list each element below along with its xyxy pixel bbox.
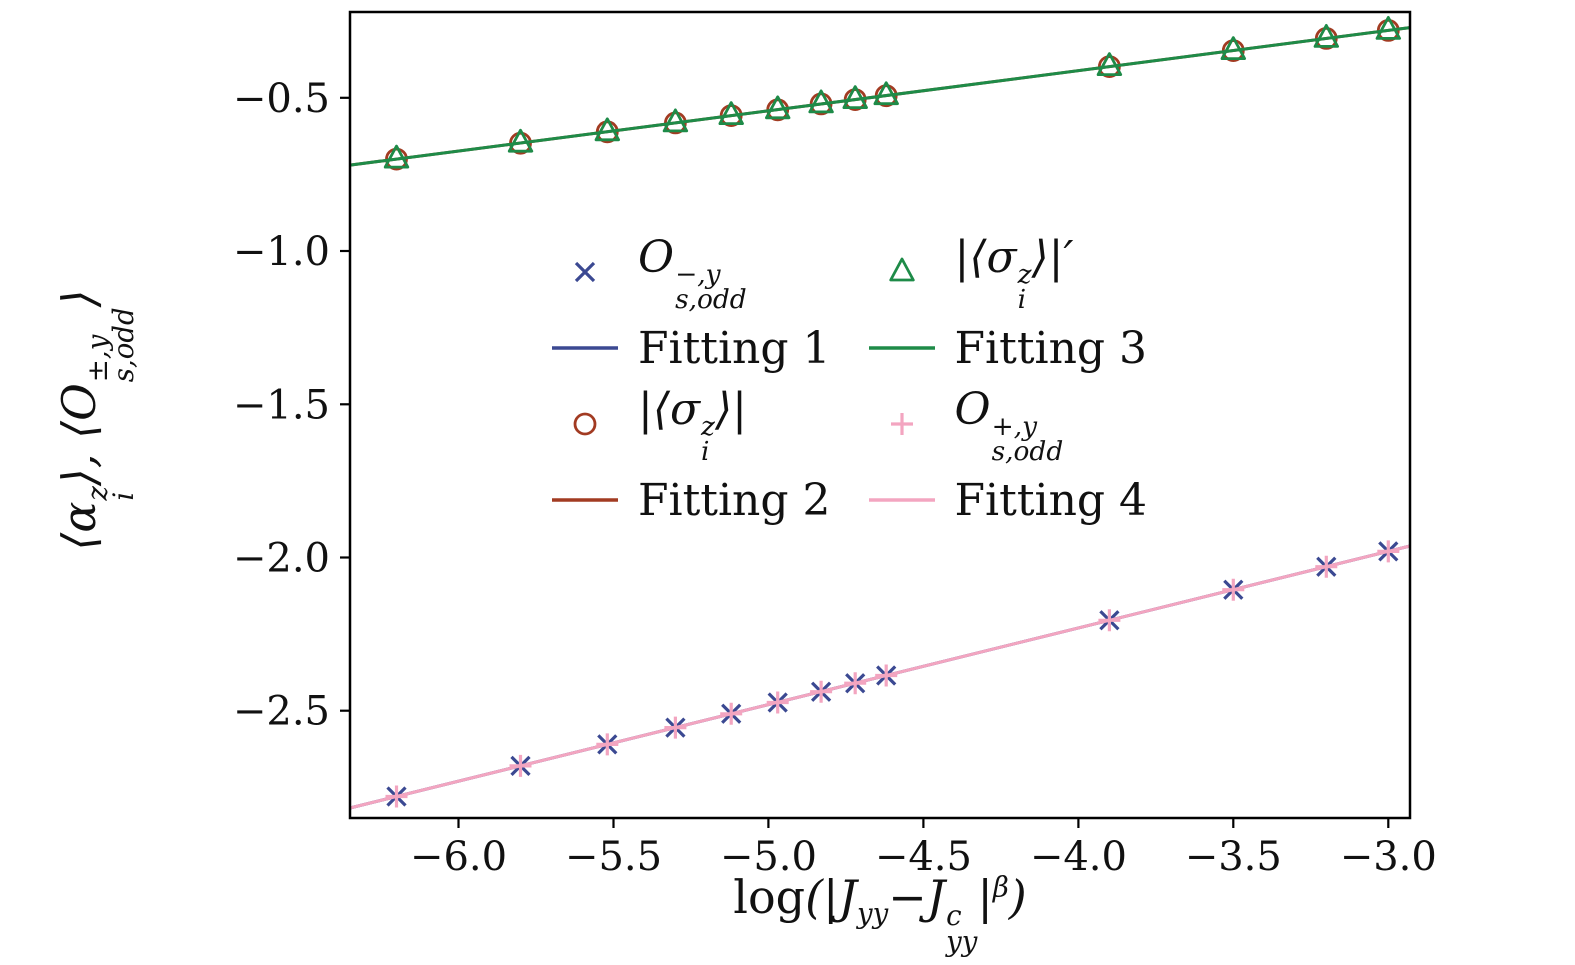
legend-item: Fitting 3 — [865, 316, 1148, 380]
series-4 — [383, 15, 1401, 169]
y-tick-label: −2.5 — [233, 689, 330, 735]
legend-circle-icon — [548, 402, 622, 446]
legend-item: O +,y s,odd — [865, 384, 1148, 465]
marker-triangle — [1220, 36, 1246, 60]
legend-item: Fitting 2 — [548, 468, 831, 532]
legend-plus-icon — [865, 402, 939, 446]
legend-item: |⟨σ z i ⟩|′ — [865, 232, 1148, 313]
legend-item: O −,y s,odd — [548, 232, 831, 313]
marker-triangle — [842, 85, 868, 109]
y-tick-label: −1.0 — [233, 229, 330, 275]
x-tick-label: −3.0 — [1340, 834, 1437, 880]
marker-triangle — [1375, 15, 1401, 40]
fit-line-5 — [349, 26, 1411, 167]
y-tick-label: −2.0 — [233, 536, 330, 582]
x-tick-label: −4.0 — [1030, 834, 1127, 880]
x-tick-label: −5.5 — [565, 834, 662, 880]
marker-triangle — [718, 101, 744, 125]
y-tick-label: −1.5 — [233, 382, 330, 428]
legend-x-icon — [548, 250, 622, 294]
x-tick-label: −3.5 — [1185, 834, 1282, 880]
legend-line-icon — [865, 326, 939, 370]
legend-label: Fitting 4 — [954, 474, 1148, 526]
marker-triangle — [594, 117, 620, 142]
marker-triangle — [383, 144, 410, 169]
legend-item: |⟨σ z i ⟩| — [548, 384, 831, 465]
marker-triangle — [808, 89, 834, 114]
marker-triangle — [662, 108, 689, 133]
legend-label: O −,y s,odd — [638, 231, 747, 316]
marker-triangle — [507, 128, 534, 153]
x-axis-title: log(|Jyy−J c yy |β) — [733, 870, 1027, 958]
legend-label: |⟨σ z i ⟩| — [638, 383, 747, 468]
legend-triangle-icon — [865, 250, 939, 294]
legend-item: Fitting 4 — [865, 468, 1148, 532]
legend-line-icon — [865, 478, 939, 522]
legend-line-icon — [548, 326, 622, 370]
x-tick-label: −6.0 — [410, 834, 507, 880]
plot-frame — [348, 10, 1412, 820]
fit-line-7 — [349, 544, 1411, 810]
y-tick-label: −0.5 — [233, 76, 330, 122]
legend: O −,y s,odd Fitting 1 |⟨σ z i ⟩| Fitting 2 |⟨σ z i ⟩… — [548, 232, 1148, 532]
marker-triangle — [1313, 23, 1339, 48]
legend-item: Fitting 1 — [548, 316, 831, 380]
marker-triangle — [873, 81, 899, 106]
legend-label: Fitting 3 — [954, 322, 1148, 374]
x-tick-label: −5.0 — [720, 834, 817, 880]
legend-label: O +,y s,odd — [954, 383, 1064, 468]
legend-line-icon — [548, 478, 622, 522]
marker-triangle — [1096, 52, 1123, 76]
legend-label: Fitting 1 — [638, 322, 831, 374]
legend-label: |⟨σ z i ⟩|′ — [954, 231, 1074, 316]
x-tick-label: −4.5 — [875, 834, 972, 880]
legend-label: Fitting 2 — [638, 474, 831, 526]
marker-triangle — [765, 95, 791, 120]
y-axis-title: ⟨α z i ⟩, ⟨O ±,y s,odd ⟩ — [52, 289, 140, 551]
